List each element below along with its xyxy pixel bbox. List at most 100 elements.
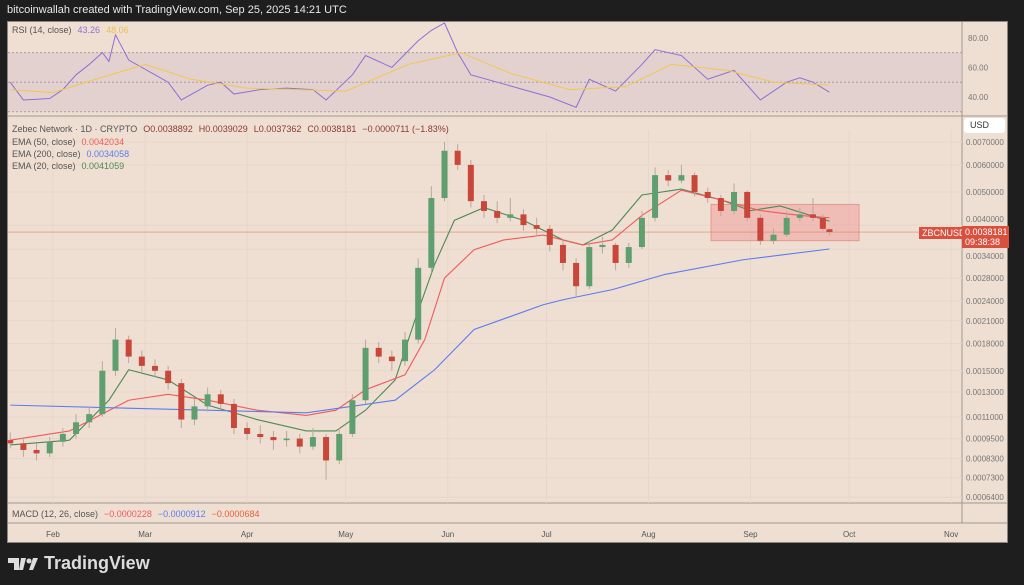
symbol-title: Zebec Network · 1D · CRYPTO [12,124,138,134]
candle-body [612,244,619,263]
candle-body [138,356,145,366]
candle-body [652,175,659,218]
candle-body [731,191,738,211]
candle-body [191,406,198,420]
brand-name: TradingView [44,553,150,573]
attribution-header: bitcoinwallah created with TradingView.c… [7,4,347,16]
price-tick-label: 0.0013000 [966,388,1004,397]
price-tick-label: 0.0028000 [966,274,1004,283]
candle-body [638,217,645,248]
macd-value: −0.0000228 [104,509,152,519]
rsi-label: RSI (14, close) [12,25,72,35]
candle-body [7,440,14,444]
candle-body [520,214,527,226]
open-value: O0.0038892 [143,124,193,134]
ema200-label: EMA (200, close) [12,149,81,159]
candle-body [783,217,790,235]
rsi-ma-line [10,52,830,94]
candle-body [454,150,461,165]
price-tick-label: 0.0021000 [966,317,1004,326]
ema-line-200 [10,248,830,414]
candle-body [586,247,593,287]
candle-body [704,191,711,199]
candle-body [678,175,685,181]
ema200-value: 0.0034058 [86,149,130,159]
rsi-tick-label: 60.00 [968,63,989,72]
candle-body [375,347,382,357]
price-tick-label: 0.0008300 [966,455,1004,464]
price-tick-label: 0.0009500 [966,435,1004,444]
candle-body [46,441,53,454]
low-value: L0.0037362 [253,124,302,134]
close-value: C0.0038181 [307,124,357,134]
price-tick-label: 0.0034000 [966,252,1004,261]
price-tick-label: 0.0006400 [966,493,1004,502]
high-value: H0.0039029 [198,124,248,134]
candle-body [757,217,764,241]
ema20-legend: EMA (20, close) 0.0041059 [12,161,130,171]
candle-body [480,201,487,211]
price-tick-label: 0.0070000 [966,138,1004,147]
rsi-legend: RSI (14, close) 43.26 48.06 [12,25,135,35]
candle-body [770,234,777,241]
candle-body [165,370,172,384]
candle-body [73,422,80,434]
candle-body [362,347,369,401]
macd-hist-value: −0.0000684 [211,509,260,519]
candle-body [691,175,698,192]
candle-body [336,433,343,461]
candle-body [59,433,66,442]
candle-body [217,394,224,404]
time-tick-label: Sep [743,530,758,539]
candle-body [494,210,501,218]
candle-body [230,403,237,429]
price-tick-label: 0.0040000 [966,215,1004,224]
candle-body [665,175,672,181]
last-price: 0.0038181 [965,227,1008,237]
change-value: −0.0000711 (−1.83%) [362,124,449,134]
last-price-tag: 0.0038181 09:38:38 [962,226,1009,248]
currency-button[interactable]: USD [964,118,1005,133]
time-tick-label: Mar [138,530,152,539]
candle-body [323,437,330,461]
time-tick-label: Jun [441,530,454,539]
ema20-label: EMA (20, close) [12,161,76,171]
time-tick-label: Nov [944,530,958,539]
candle-body [415,267,422,340]
tradingview-logo[interactable]: TradingView [8,553,150,574]
candle-body [809,214,816,218]
time-tick-label: Feb [46,530,60,539]
candle-body [283,438,290,441]
candle-body [125,339,132,357]
time-tick-label: Apr [241,530,254,539]
symbol-legend: Zebec Network · 1D · CRYPTO O0.0038892 H0.… [12,124,455,134]
candle-body [402,339,409,362]
price-tick-label: 0.0018000 [966,340,1004,349]
candle-body [599,244,606,248]
price-tick-label: 0.0024000 [966,297,1004,306]
candle-body [151,365,158,371]
candle-body [441,150,448,199]
ema50-label: EMA (50, close) [12,137,76,147]
candle-body [428,198,435,268]
ema20-value: 0.0041059 [81,161,125,171]
symbol-price-tag: ZBCNUSD [919,227,969,239]
rsi-tick-label: 80.00 [968,34,989,43]
candle-body [826,229,833,233]
candle-body [244,428,251,434]
time-tick-label: Jul [541,530,551,539]
ema200-legend: EMA (200, close) 0.0034058 [12,149,135,159]
candle-body [112,339,119,371]
tradingview-logo-icon [8,557,38,570]
candle-body [573,262,580,287]
candle-body [270,437,277,441]
time-tick-label: Aug [641,530,655,539]
candle-body [546,228,553,245]
time-tick-label: May [338,530,353,539]
candle-body [99,370,106,415]
bar-countdown: 09:38:38 [965,237,1001,247]
candle-body [33,449,40,454]
candle-body [819,217,826,229]
ema50-legend: EMA (50, close) 0.0042034 [12,137,130,147]
